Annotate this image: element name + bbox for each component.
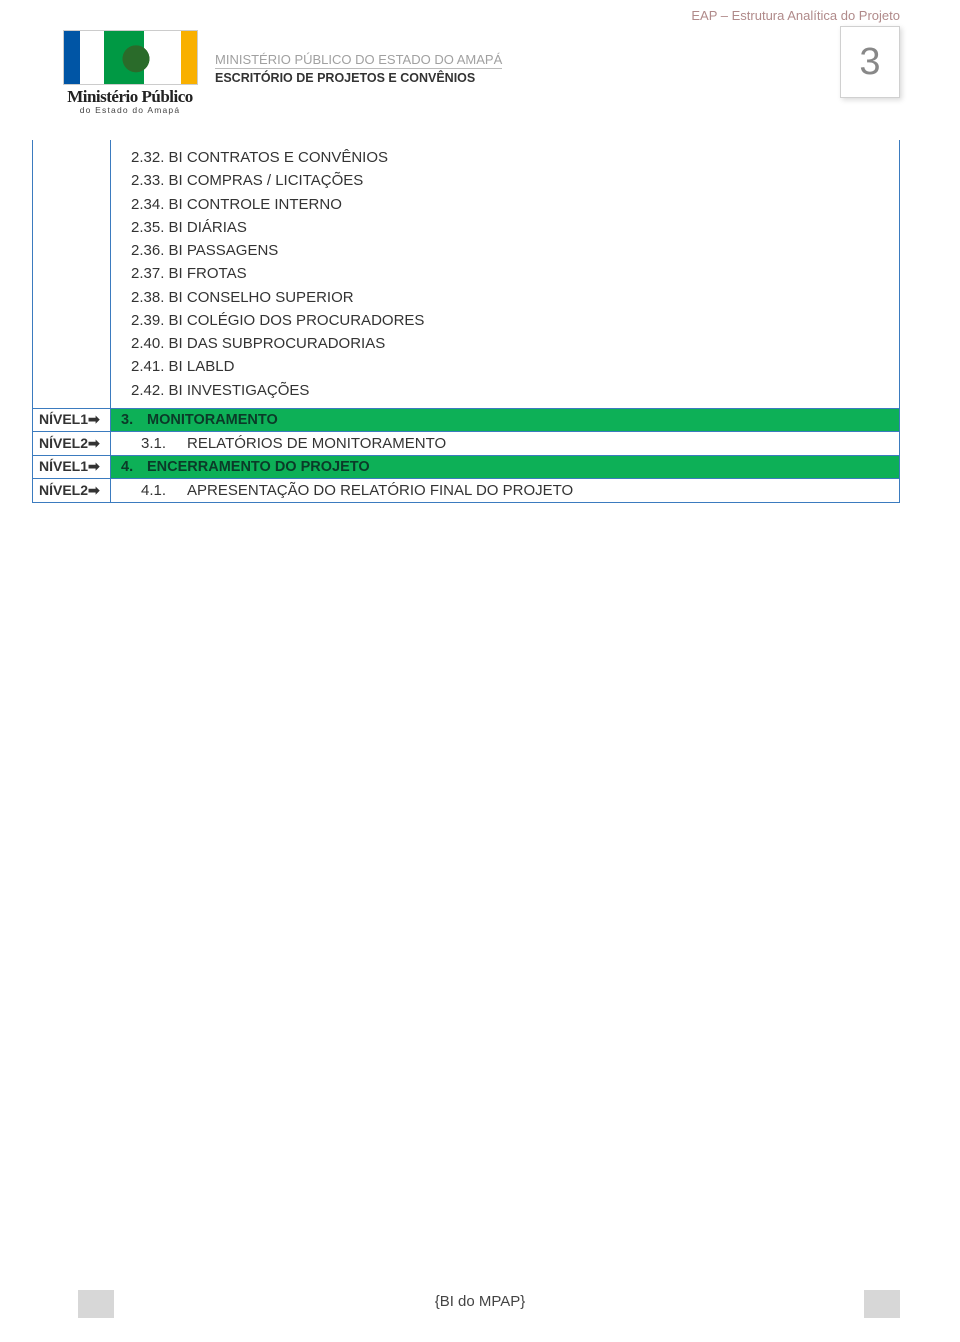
continuation-item: 2.35. BI DIÁRIAS <box>131 216 895 239</box>
row-number: 4.1. <box>141 482 187 499</box>
arrow-icon: ➡ <box>88 411 100 427</box>
ministry-line: MINISTÉRIO PÚBLICO DO ESTADO DO AMAPÁ <box>215 52 502 69</box>
continuation-item: 2.40. BI DAS SUBPROCURADORIAS <box>131 332 895 355</box>
level-label: NÍVEL2➡ <box>33 478 111 502</box>
logo-subtitle: do Estado do Amapá <box>80 105 181 115</box>
arrow-icon: ➡ <box>88 458 100 474</box>
level-cell-empty <box>33 140 111 408</box>
row-number: 3.1. <box>141 435 187 452</box>
logo: Ministério Público do Estado do Amapá <box>55 30 205 120</box>
level-label: NÍVEL2➡ <box>33 431 111 455</box>
body-level1: 3.MONITORAMENTO <box>111 408 900 431</box>
continuation-item: 2.33. BI COMPRAS / LICITAÇÕES <box>131 169 895 192</box>
office-line: ESCRITÓRIO DE PROJETOS E CONVÊNIOS <box>215 71 502 85</box>
row-text: MONITORAMENTO <box>147 412 278 428</box>
continuation-item: 2.32. BI CONTRATOS E CONVÊNIOS <box>131 146 895 169</box>
level-label: NÍVEL1➡ <box>33 408 111 431</box>
level-label: NÍVEL1➡ <box>33 455 111 478</box>
continuation-item: 2.38. BI CONSELHO SUPERIOR <box>131 286 895 309</box>
row-text: RELATÓRIOS DE MONITORAMENTO <box>187 435 446 452</box>
row-level1: NÍVEL1➡3.MONITORAMENTO <box>33 408 900 431</box>
continuation-item: 2.37. BI FROTAS <box>131 262 895 285</box>
logo-image <box>63 30 198 85</box>
continuation-cell: 2.32. BI CONTRATOS E CONVÊNIOS2.33. BI C… <box>111 140 900 408</box>
footer-text: {BI do MPAP} <box>0 1293 960 1310</box>
body-level1: 4.ENCERRAMENTO DO PROJETO <box>111 455 900 478</box>
arrow-icon: ➡ <box>88 435 100 451</box>
continuation-item: 2.41. BI LABLD <box>131 355 895 378</box>
row-level2: NÍVEL2➡4.1.APRESENTAÇÃO DO RELATÓRIO FIN… <box>33 478 900 502</box>
body-level2: 3.1.RELATÓRIOS DE MONITORAMENTO <box>111 431 900 455</box>
row-level1: NÍVEL1➡4.ENCERRAMENTO DO PROJETO <box>33 455 900 478</box>
arrow-icon: ➡ <box>88 482 100 498</box>
masthead: Ministério Público do Estado do Amapá MI… <box>55 30 502 120</box>
continuation-item: 2.42. BI INVESTIGAÇÕES <box>131 379 895 402</box>
eap-content: 2.32. BI CONTRATOS E CONVÊNIOS2.33. BI C… <box>32 140 900 503</box>
row-number: 3. <box>121 412 147 428</box>
row-number: 4. <box>121 459 147 475</box>
body-level2: 4.1.APRESENTAÇÃO DO RELATÓRIO FINAL DO P… <box>111 478 900 502</box>
continuation-item: 2.34. BI CONTROLE INTERNO <box>131 193 895 216</box>
header-tag: EAP – Estrutura Analítica do Projeto <box>691 8 900 23</box>
row-text: ENCERRAMENTO DO PROJETO <box>147 459 370 475</box>
page-number: 3 <box>840 26 900 98</box>
row-level2: NÍVEL2➡3.1.RELATÓRIOS DE MONITORAMENTO <box>33 431 900 455</box>
logo-title: Ministério Público <box>67 87 193 107</box>
continuation-item: 2.36. BI PASSAGENS <box>131 239 895 262</box>
eap-table: 2.32. BI CONTRATOS E CONVÊNIOS2.33. BI C… <box>32 140 900 503</box>
continuation-item: 2.39. BI COLÉGIO DOS PROCURADORES <box>131 309 895 332</box>
row-text: APRESENTAÇÃO DO RELATÓRIO FINAL DO PROJE… <box>187 482 573 499</box>
